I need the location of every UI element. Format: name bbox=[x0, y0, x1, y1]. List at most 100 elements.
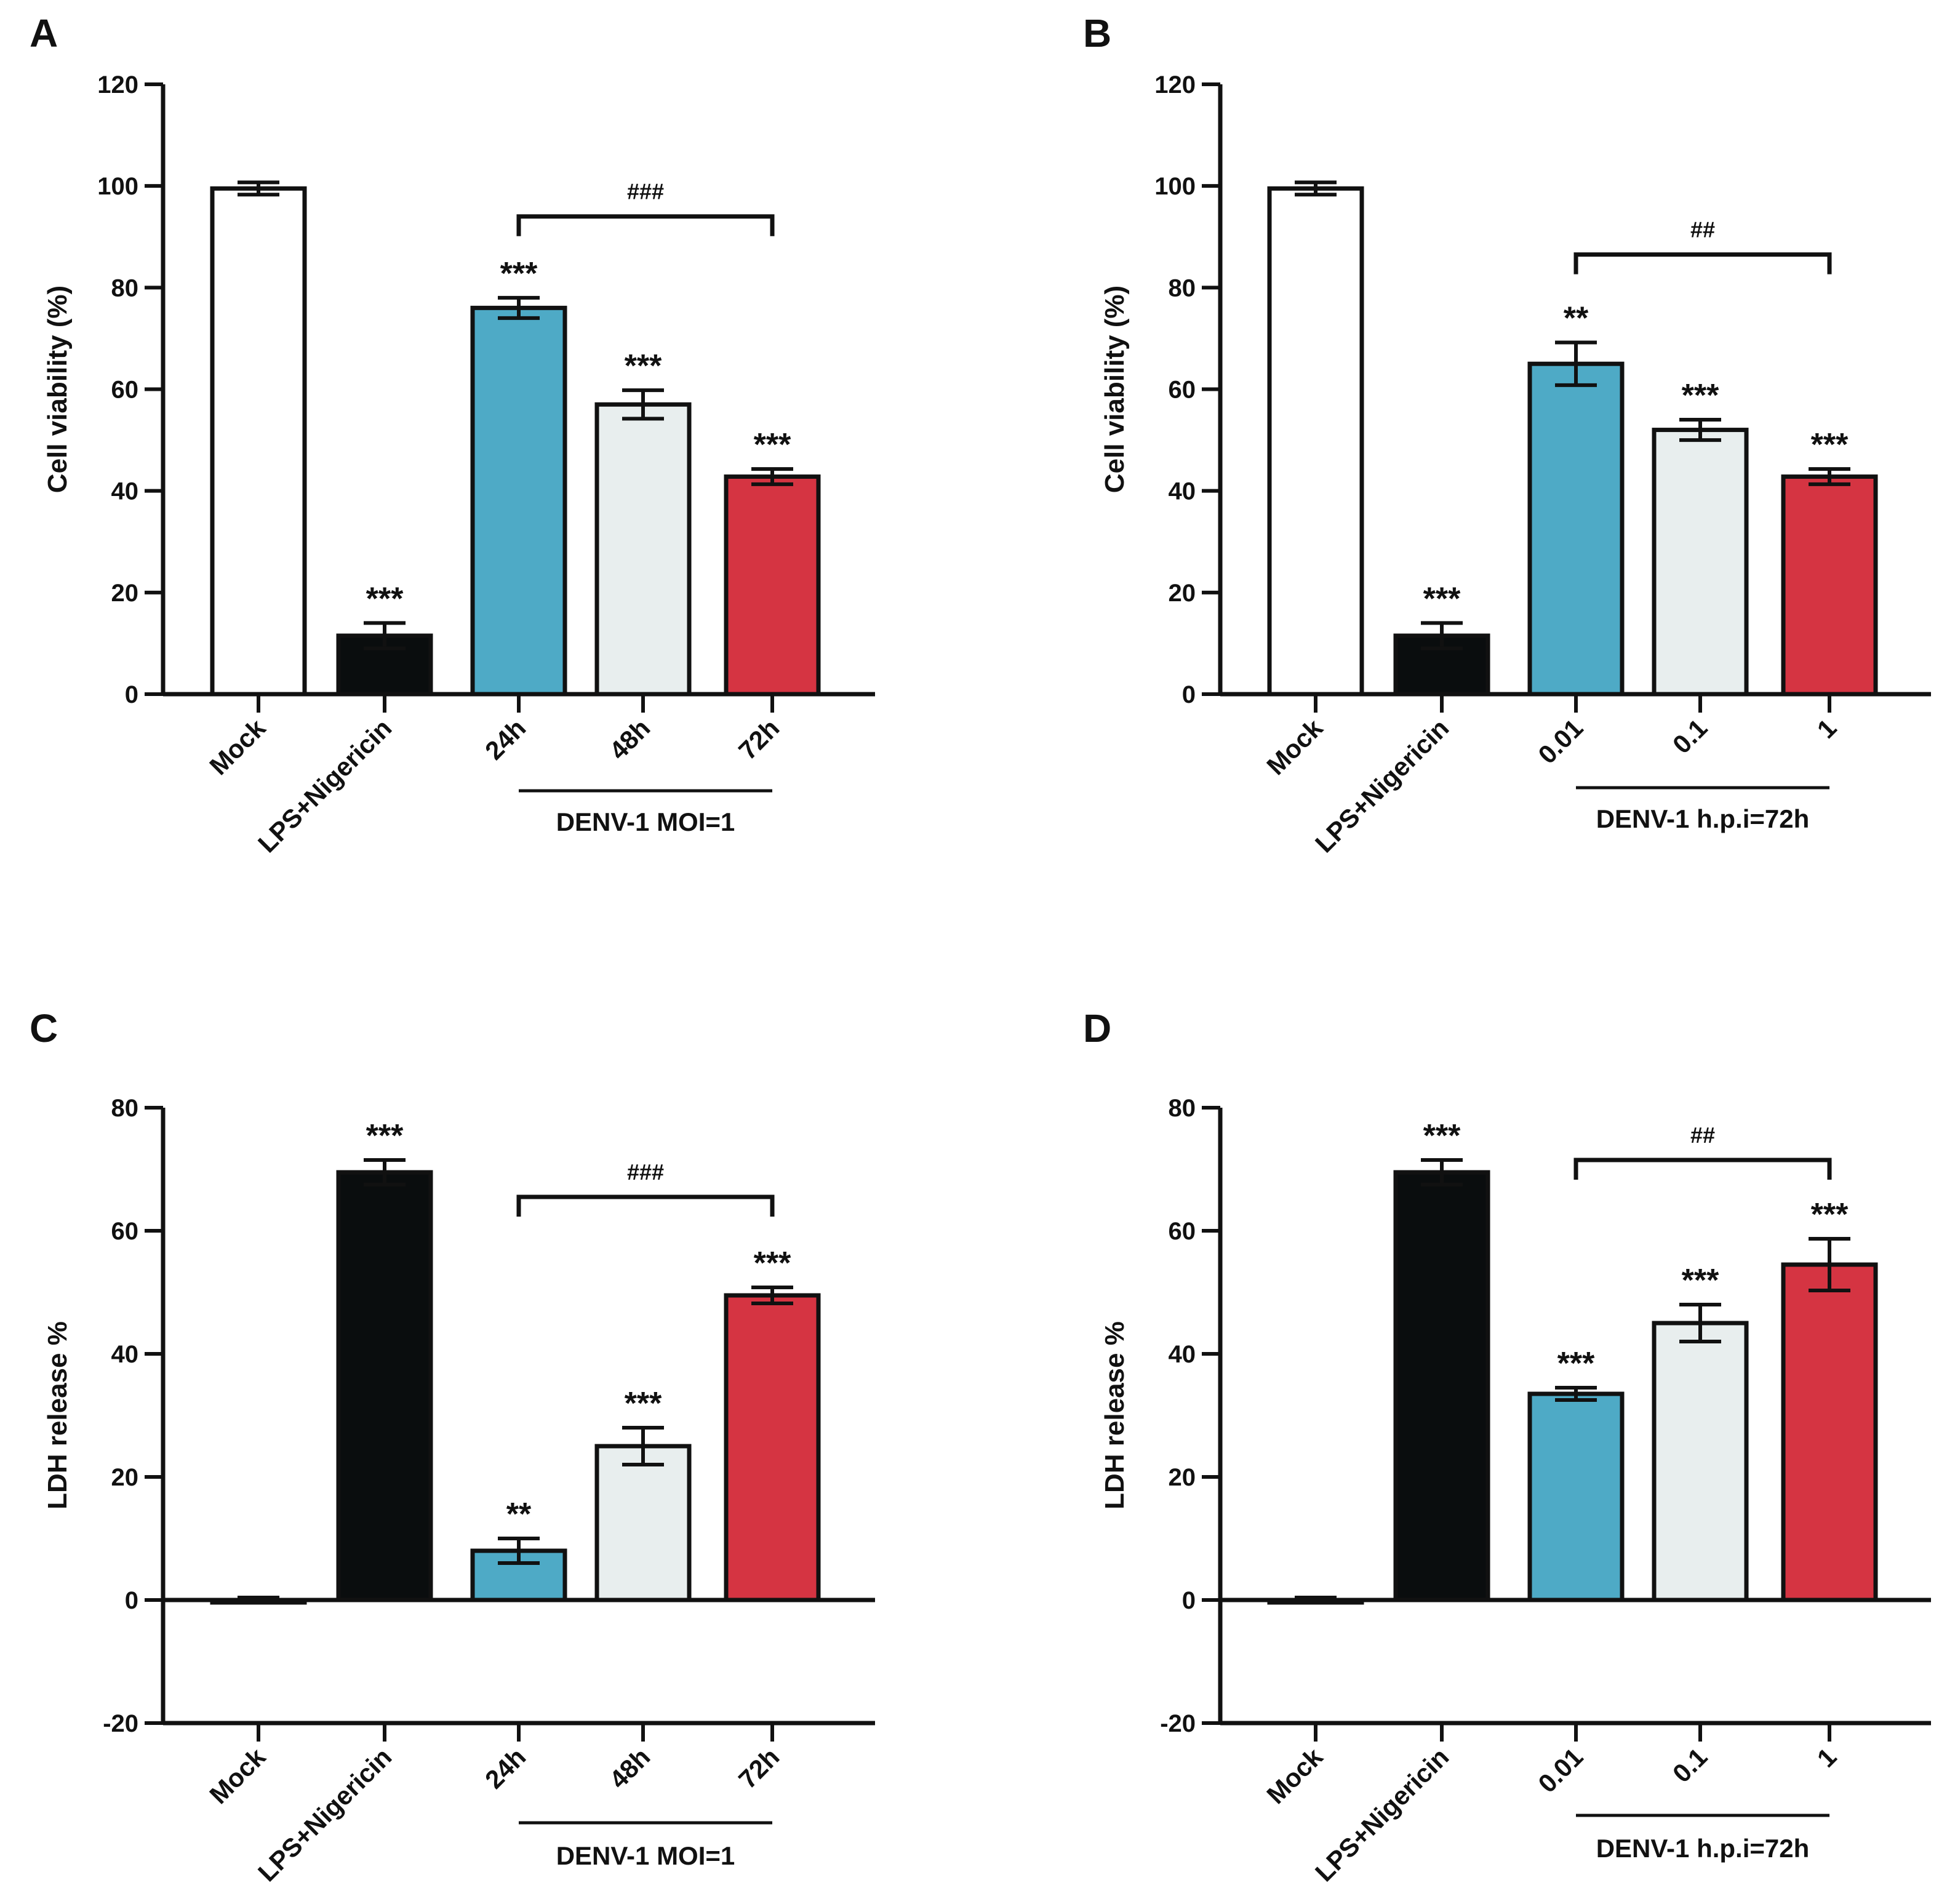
bar bbox=[1781, 474, 1878, 697]
x-category-label: 0.01 bbox=[1532, 1742, 1588, 1798]
x-category-label: Mock bbox=[1261, 713, 1329, 781]
y-tick-label: 120 bbox=[97, 71, 138, 98]
chart-panel-c: C -20 0 20 40 60 80 LDH release % Mock *** LPS+Nig… bbox=[30, 1006, 875, 1887]
panel-letter: A bbox=[30, 11, 58, 55]
bar bbox=[1527, 361, 1625, 697]
x-category-label: LPS+Nigericin bbox=[1309, 1742, 1454, 1887]
significance-label: *** bbox=[754, 1246, 791, 1281]
y-tick-label: 80 bbox=[111, 274, 139, 302]
x-category-label: LPS+Nigericin bbox=[1309, 713, 1454, 858]
comparison-bracket bbox=[1573, 252, 1832, 274]
x-category-label: 24h bbox=[479, 713, 531, 765]
bar bbox=[724, 474, 821, 697]
x-category-label: LPS+Nigericin bbox=[252, 1742, 397, 1887]
comparison-bracket bbox=[516, 1194, 775, 1217]
y-axis-title: LDH release % bbox=[42, 1321, 73, 1510]
significance-label: *** bbox=[1811, 427, 1849, 463]
comparison-bracket bbox=[1573, 1158, 1832, 1180]
bar bbox=[594, 1444, 692, 1602]
group-label: DENV-1 MOI=1 bbox=[556, 807, 735, 836]
group-label: DENV-1 h.p.i=72h bbox=[1596, 1834, 1810, 1863]
y-tick-label: 80 bbox=[1169, 274, 1196, 302]
bar bbox=[1267, 186, 1364, 697]
significance-label: ** bbox=[1564, 301, 1589, 337]
y-tick-label: 60 bbox=[111, 377, 139, 404]
x-category-label: 1 bbox=[1812, 713, 1842, 744]
significance-label: *** bbox=[1682, 378, 1719, 414]
group-label: DENV-1 h.p.i=72h bbox=[1596, 804, 1810, 833]
comparison-label: ### bbox=[627, 179, 664, 204]
comparison-label: ## bbox=[1690, 1122, 1715, 1148]
x-category-label: LPS+Nigericin bbox=[252, 713, 397, 858]
y-tick-label: 0 bbox=[125, 681, 138, 708]
panel-letter: B bbox=[1083, 11, 1111, 55]
significance-label: *** bbox=[1557, 1346, 1595, 1382]
y-tick-label: 40 bbox=[111, 1341, 139, 1368]
x-category-label: Mock bbox=[204, 713, 271, 781]
bar bbox=[210, 186, 307, 697]
significance-label: *** bbox=[500, 256, 538, 292]
significance-label: *** bbox=[1423, 1118, 1461, 1154]
panel-letter: D bbox=[1083, 1006, 1111, 1050]
comparison-label: ## bbox=[1690, 217, 1715, 242]
bar bbox=[1393, 1170, 1490, 1602]
y-tick-label: 120 bbox=[1154, 71, 1196, 98]
significance-label: ** bbox=[506, 1497, 532, 1532]
chart-panel-b: B 0 20 40 60 80 100 120 Cell viability (%) Mock **… bbox=[1083, 11, 1931, 858]
bar bbox=[1652, 1321, 1749, 1602]
y-tick-label: 80 bbox=[1169, 1095, 1196, 1122]
chart-panel-d: D -20 0 20 40 60 80 LDH release % Mock *** LPS+Nig… bbox=[1083, 1006, 1931, 1887]
y-tick-label: 40 bbox=[1169, 1341, 1196, 1368]
x-category-label: 1 bbox=[1812, 1742, 1842, 1773]
x-category-label: 72h bbox=[733, 713, 785, 765]
significance-label: *** bbox=[366, 581, 404, 617]
significance-label: *** bbox=[625, 1386, 662, 1422]
y-tick-label: 100 bbox=[97, 173, 138, 200]
panel-letter: C bbox=[30, 1006, 58, 1050]
y-tick-label: 20 bbox=[111, 580, 139, 607]
bar bbox=[594, 402, 692, 697]
bar bbox=[1527, 1391, 1625, 1602]
y-tick-label: 0 bbox=[125, 1587, 138, 1614]
significance-label: *** bbox=[625, 348, 662, 384]
y-tick-label: 40 bbox=[1169, 478, 1196, 505]
y-tick-label: 80 bbox=[111, 1095, 139, 1122]
comparison-bracket bbox=[516, 214, 775, 236]
y-tick-label: 20 bbox=[1169, 1464, 1196, 1491]
y-tick-label: 40 bbox=[111, 478, 139, 505]
x-category-label: Mock bbox=[1261, 1742, 1329, 1810]
bar bbox=[336, 1170, 433, 1602]
y-axis-title: Cell viability (%) bbox=[42, 286, 73, 493]
comparison-label: ### bbox=[627, 1159, 664, 1185]
y-axis-title: Cell viability (%) bbox=[1100, 286, 1130, 493]
y-tick-label: -20 bbox=[1160, 1710, 1196, 1737]
significance-label: *** bbox=[1811, 1197, 1849, 1233]
bar bbox=[1652, 428, 1749, 697]
y-tick-label: 100 bbox=[1154, 173, 1196, 200]
x-category-label: Mock bbox=[204, 1742, 271, 1810]
bar bbox=[470, 305, 567, 697]
y-tick-label: 60 bbox=[1169, 377, 1196, 404]
x-category-label: 72h bbox=[733, 1742, 785, 1794]
y-tick-label: 0 bbox=[1182, 681, 1196, 708]
y-tick-label: -20 bbox=[103, 1710, 138, 1737]
bar bbox=[1781, 1262, 1878, 1602]
significance-label: *** bbox=[1423, 581, 1461, 617]
x-category-label: 0.1 bbox=[1667, 713, 1713, 759]
bar bbox=[724, 1293, 821, 1602]
y-tick-label: 20 bbox=[111, 1464, 139, 1491]
significance-label: *** bbox=[1682, 1263, 1719, 1298]
y-tick-label: 60 bbox=[111, 1218, 139, 1245]
bar bbox=[336, 633, 433, 697]
y-tick-label: 60 bbox=[1169, 1218, 1196, 1245]
significance-label: *** bbox=[366, 1118, 404, 1154]
x-category-label: 0.01 bbox=[1532, 713, 1588, 769]
significance-label: *** bbox=[754, 427, 791, 463]
y-axis-title: LDH release % bbox=[1100, 1321, 1130, 1510]
y-tick-label: 0 bbox=[1182, 1587, 1196, 1614]
chart-panel-a: A 0 20 40 60 80 100 120 Cell viability (%) Mock **… bbox=[30, 11, 875, 858]
y-tick-label: 20 bbox=[1169, 580, 1196, 607]
x-category-label: 24h bbox=[479, 1742, 531, 1794]
group-label: DENV-1 MOI=1 bbox=[556, 1841, 735, 1870]
